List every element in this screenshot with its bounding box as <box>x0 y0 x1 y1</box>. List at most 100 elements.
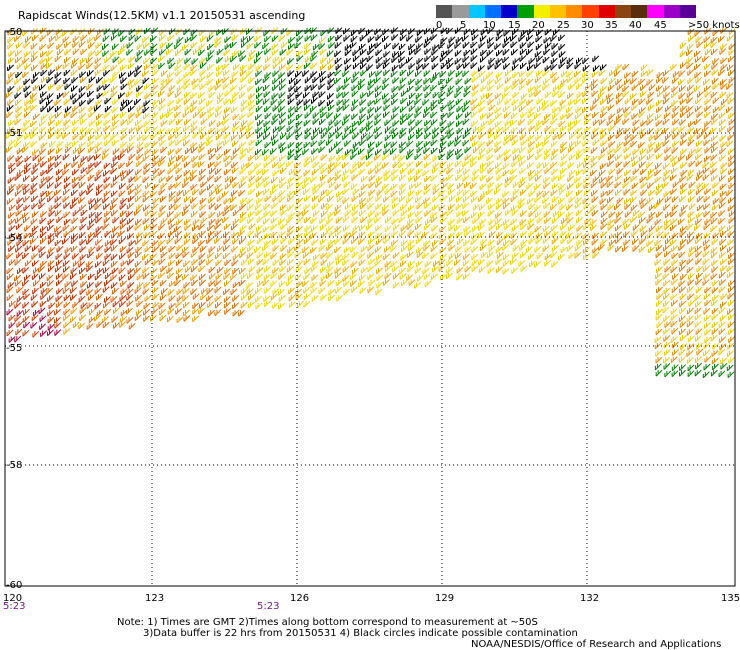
wind-barb <box>527 223 535 231</box>
wind-barb <box>294 86 302 93</box>
wind-barb <box>304 76 312 84</box>
wind-barb <box>150 90 158 98</box>
wind-barb <box>688 35 696 42</box>
wind-barb <box>630 77 638 85</box>
wind-barb <box>527 41 535 49</box>
wind-barb <box>678 126 686 133</box>
wind-barb <box>214 36 222 44</box>
wind-barb <box>287 153 295 161</box>
wind-barb <box>510 174 518 182</box>
wind-barb <box>78 92 86 99</box>
wind-barb <box>430 99 438 107</box>
wind-barb <box>126 300 134 308</box>
wind-barb <box>286 160 294 168</box>
wind-barb <box>22 239 30 247</box>
wind-barb <box>382 233 390 240</box>
wind-barb <box>62 168 70 176</box>
wind-barb <box>144 49 152 56</box>
wind-barb <box>518 155 525 163</box>
wind-barb <box>607 148 615 156</box>
wind-barb <box>320 111 328 119</box>
wind-barb <box>430 273 438 281</box>
wind-barb <box>216 57 224 64</box>
wind-barb <box>550 161 558 169</box>
wind-barb <box>463 168 471 176</box>
wind-barb <box>318 196 326 203</box>
wind-barb <box>518 83 526 91</box>
legend-label-40: 40 <box>629 20 642 31</box>
wind-barb <box>408 92 416 100</box>
wind-barb <box>376 267 383 275</box>
wind-barb <box>470 98 478 106</box>
legend-swatch <box>484 5 501 18</box>
wind-barb <box>112 98 120 106</box>
wind-barb <box>135 294 143 302</box>
wind-barb <box>230 55 238 63</box>
wind-barb <box>656 153 663 160</box>
wind-barb <box>110 50 118 58</box>
wind-barb <box>214 41 222 48</box>
wind-barb <box>286 230 294 238</box>
wind-barb <box>110 85 118 93</box>
wind-barb <box>486 147 494 155</box>
wind-barb <box>496 238 504 246</box>
wind-barb <box>183 260 191 268</box>
wind-barb <box>654 202 661 210</box>
wind-barb <box>574 202 582 210</box>
wind-barb <box>704 218 712 226</box>
wind-barb <box>592 176 600 183</box>
wind-barb <box>16 251 24 259</box>
wind-barb <box>391 113 399 120</box>
wind-barb <box>607 204 615 211</box>
wind-barb <box>128 126 136 134</box>
wind-barb <box>719 154 727 162</box>
wind-barb <box>143 168 151 175</box>
wind-barb <box>695 76 703 84</box>
wind-barb <box>336 105 344 113</box>
wind-barb <box>56 216 64 224</box>
wind-barb <box>134 267 142 275</box>
wind-barb <box>248 93 256 100</box>
wind-barb <box>302 280 310 288</box>
wind-barb <box>256 258 264 266</box>
wind-barb <box>558 34 566 42</box>
wind-barb <box>63 56 71 64</box>
wind-barb <box>392 252 400 259</box>
wind-barb <box>215 301 222 309</box>
wind-barb <box>134 70 142 78</box>
wind-barb <box>119 223 127 230</box>
wind-barb <box>247 204 255 211</box>
wind-barb <box>206 71 214 79</box>
wind-barb <box>296 35 304 43</box>
wind-barb <box>152 183 159 191</box>
wind-barb <box>488 245 496 252</box>
wind-barb <box>358 148 365 156</box>
wind-barb <box>343 246 351 254</box>
wind-barb <box>280 209 288 217</box>
wind-barb <box>224 182 232 190</box>
wind-barb <box>94 203 102 211</box>
wind-barb <box>152 287 159 294</box>
wind-barb <box>408 244 416 252</box>
wind-barb <box>639 238 647 245</box>
wind-barb <box>46 167 54 175</box>
wind-barb <box>414 282 421 289</box>
wind-barb <box>640 168 648 176</box>
wind-barb <box>278 190 286 197</box>
wind-barb <box>414 196 422 203</box>
wind-barb <box>214 230 222 238</box>
wind-barb <box>88 211 96 219</box>
wind-barb <box>231 34 239 42</box>
wind-barb <box>375 49 383 57</box>
wind-barb <box>719 125 726 133</box>
wind-barb <box>670 266 678 274</box>
wind-barb <box>215 78 223 86</box>
wind-barb <box>280 42 288 49</box>
wind-barb <box>112 43 119 51</box>
wind-barb <box>334 126 342 133</box>
wind-barb <box>144 141 152 149</box>
wind-barb <box>112 174 120 182</box>
wind-barb <box>47 224 54 232</box>
wind-barb <box>407 230 415 237</box>
wind-barb <box>192 132 200 139</box>
